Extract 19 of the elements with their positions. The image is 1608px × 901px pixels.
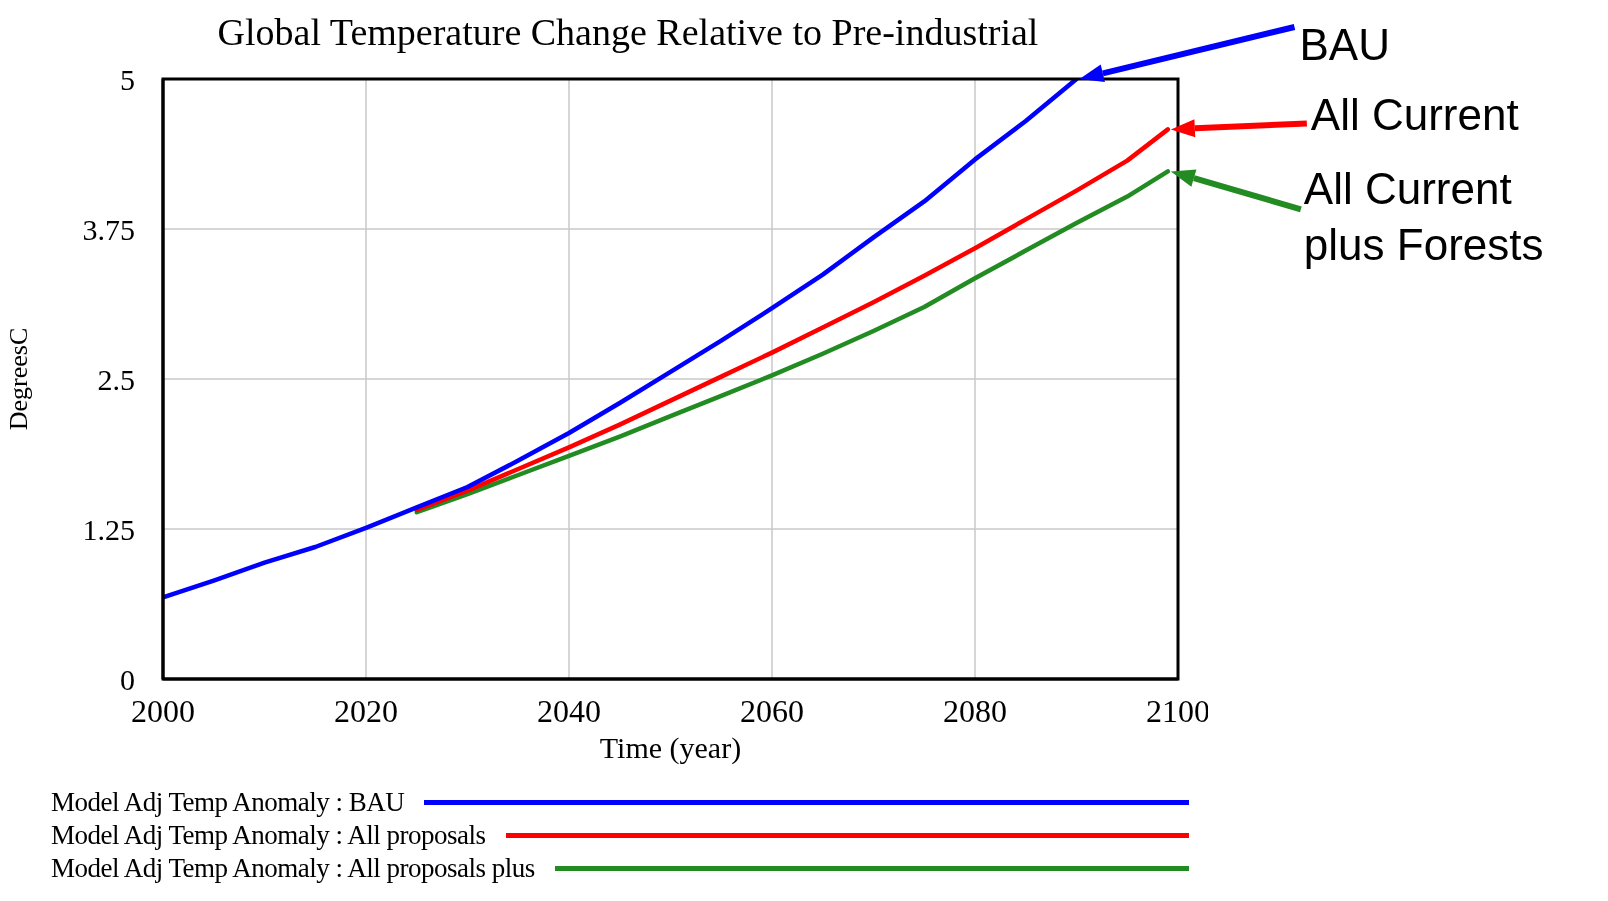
legend-label: Model Adj Temp Anomaly : BAU [51, 787, 405, 818]
text: All Current [1310, 89, 1520, 142]
x-tick-label: 2080 [943, 692, 1007, 729]
text: All Current plus Forests [1303, 163, 1545, 272]
y-tick-label: 2.5 [97, 362, 135, 396]
x-tick-label: 2100 [1146, 692, 1210, 729]
legend-label: Model Adj Temp Anomaly : All proposals plus [51, 853, 535, 884]
legend-label: Model Adj Temp Anomaly : All proposals [51, 820, 486, 851]
y-tick-label: 1.25 [82, 512, 135, 546]
x-tick-label: 2060 [740, 692, 804, 729]
y-tick-label: 3.75 [82, 212, 135, 246]
y-axis-title: DegreesC [4, 327, 34, 431]
text: BAU [1299, 19, 1391, 71]
chart-title: Global Temperature Change Relative to Pre-industrial [216, 10, 1040, 54]
y-tick-label: 5 [120, 62, 135, 96]
x-axis-title: Time (year) [599, 731, 742, 765]
x-tick-label: 2020 [334, 692, 398, 729]
x-tick-label: 2040 [537, 692, 601, 729]
line-series [163, 79, 1079, 600]
